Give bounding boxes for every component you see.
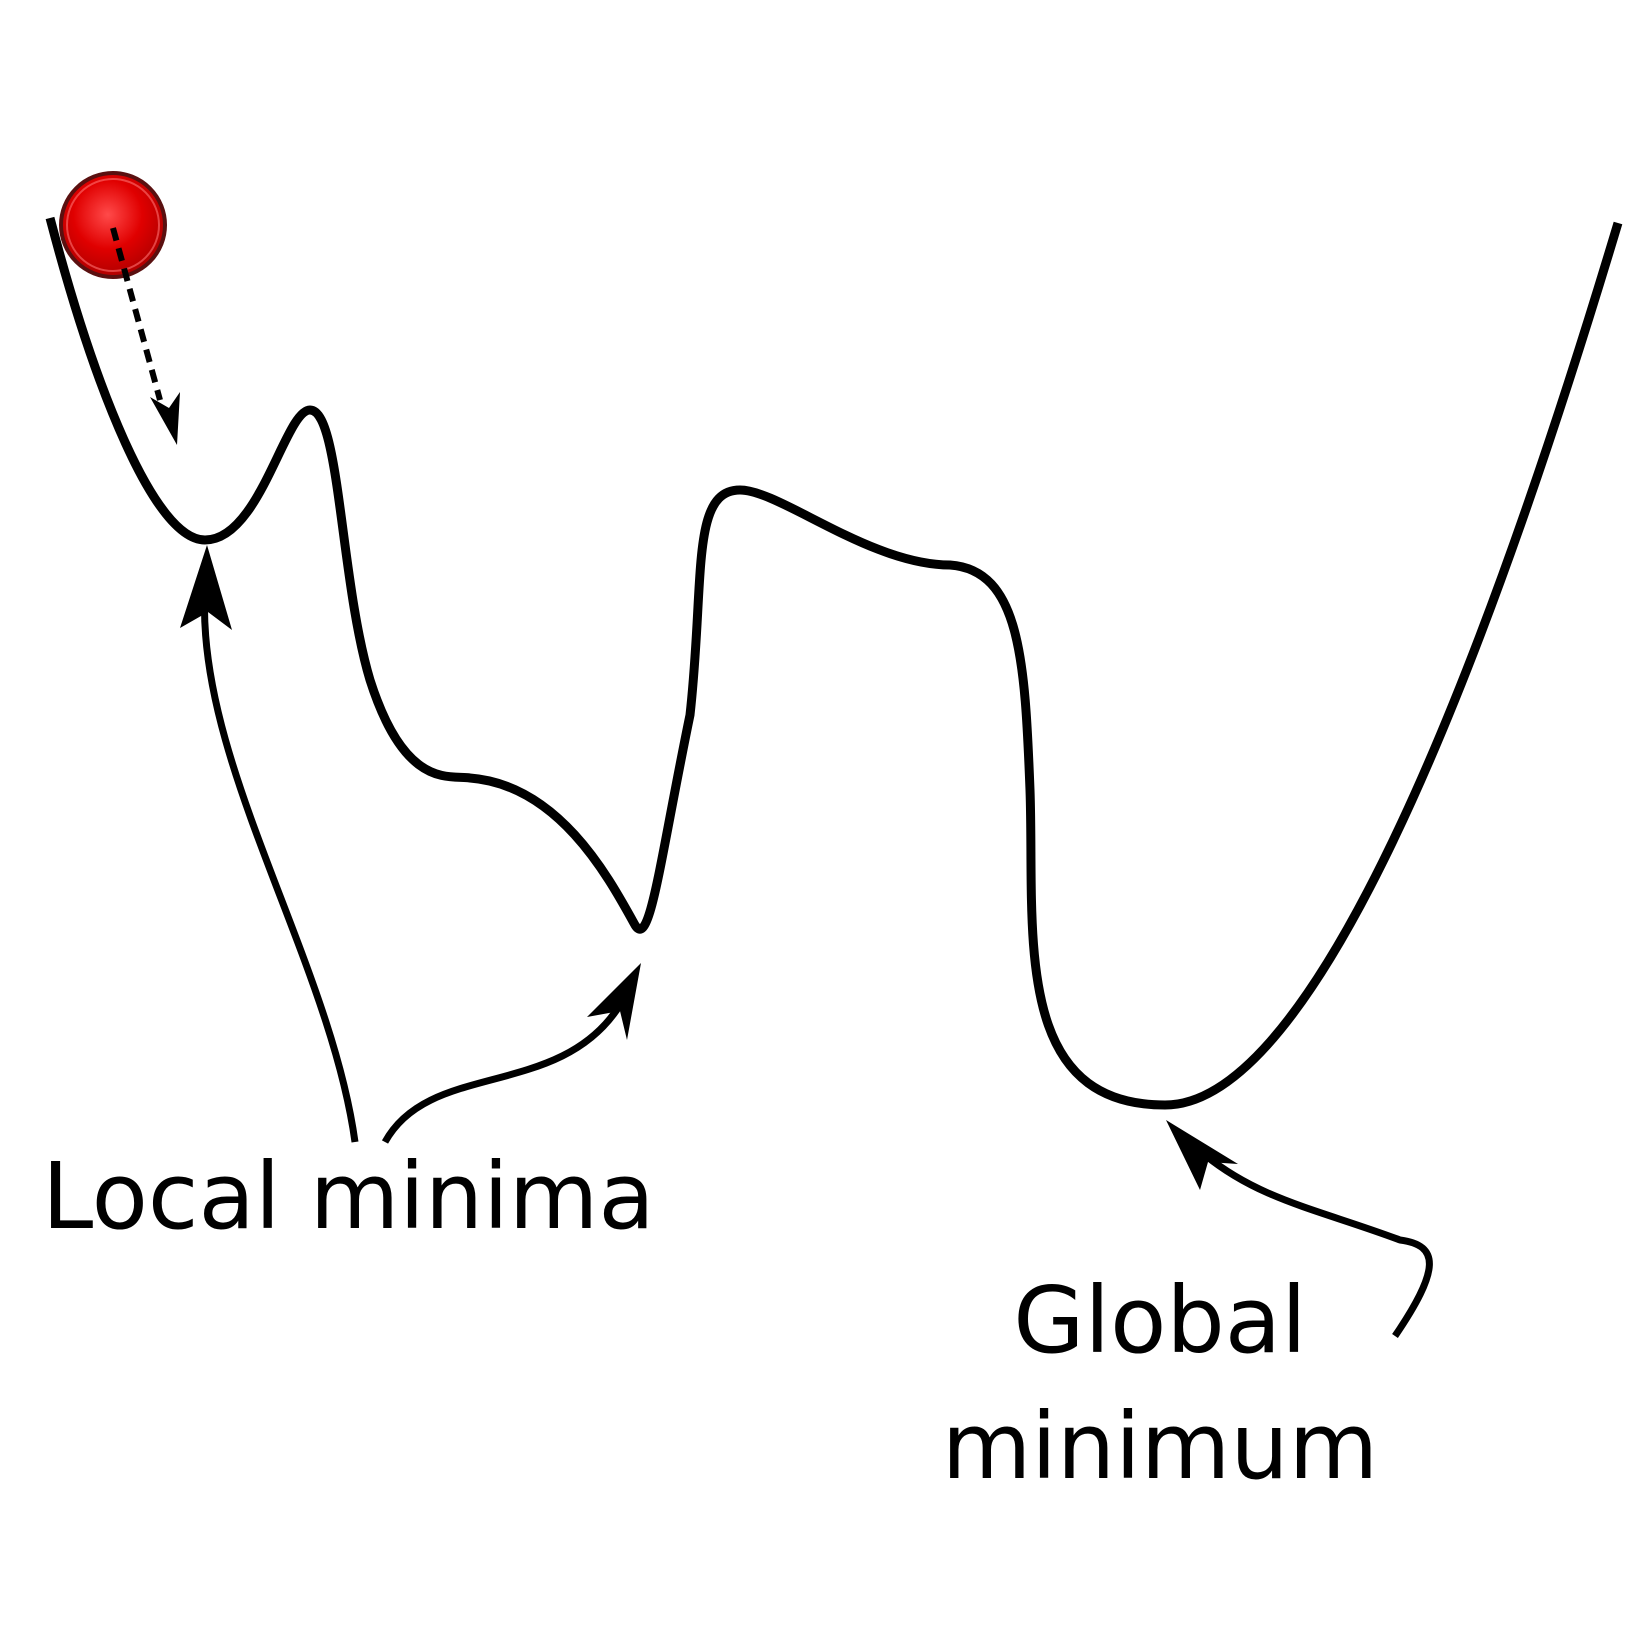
ball-path-dashed-arrow <box>110 227 180 445</box>
loss-curve <box>45 216 1623 1110</box>
global-minimum-label-line2: minimum <box>942 1393 1379 1500</box>
local-minimum-arrow-2 <box>381 963 641 1144</box>
ball-icon <box>59 171 167 279</box>
global-minimum-label-line1: Global <box>1013 1267 1306 1374</box>
local-minima-label: Local minima <box>42 1143 655 1250</box>
global-minimum-arrow <box>1166 1120 1433 1338</box>
local-minimum-arrow-1 <box>180 545 359 1143</box>
